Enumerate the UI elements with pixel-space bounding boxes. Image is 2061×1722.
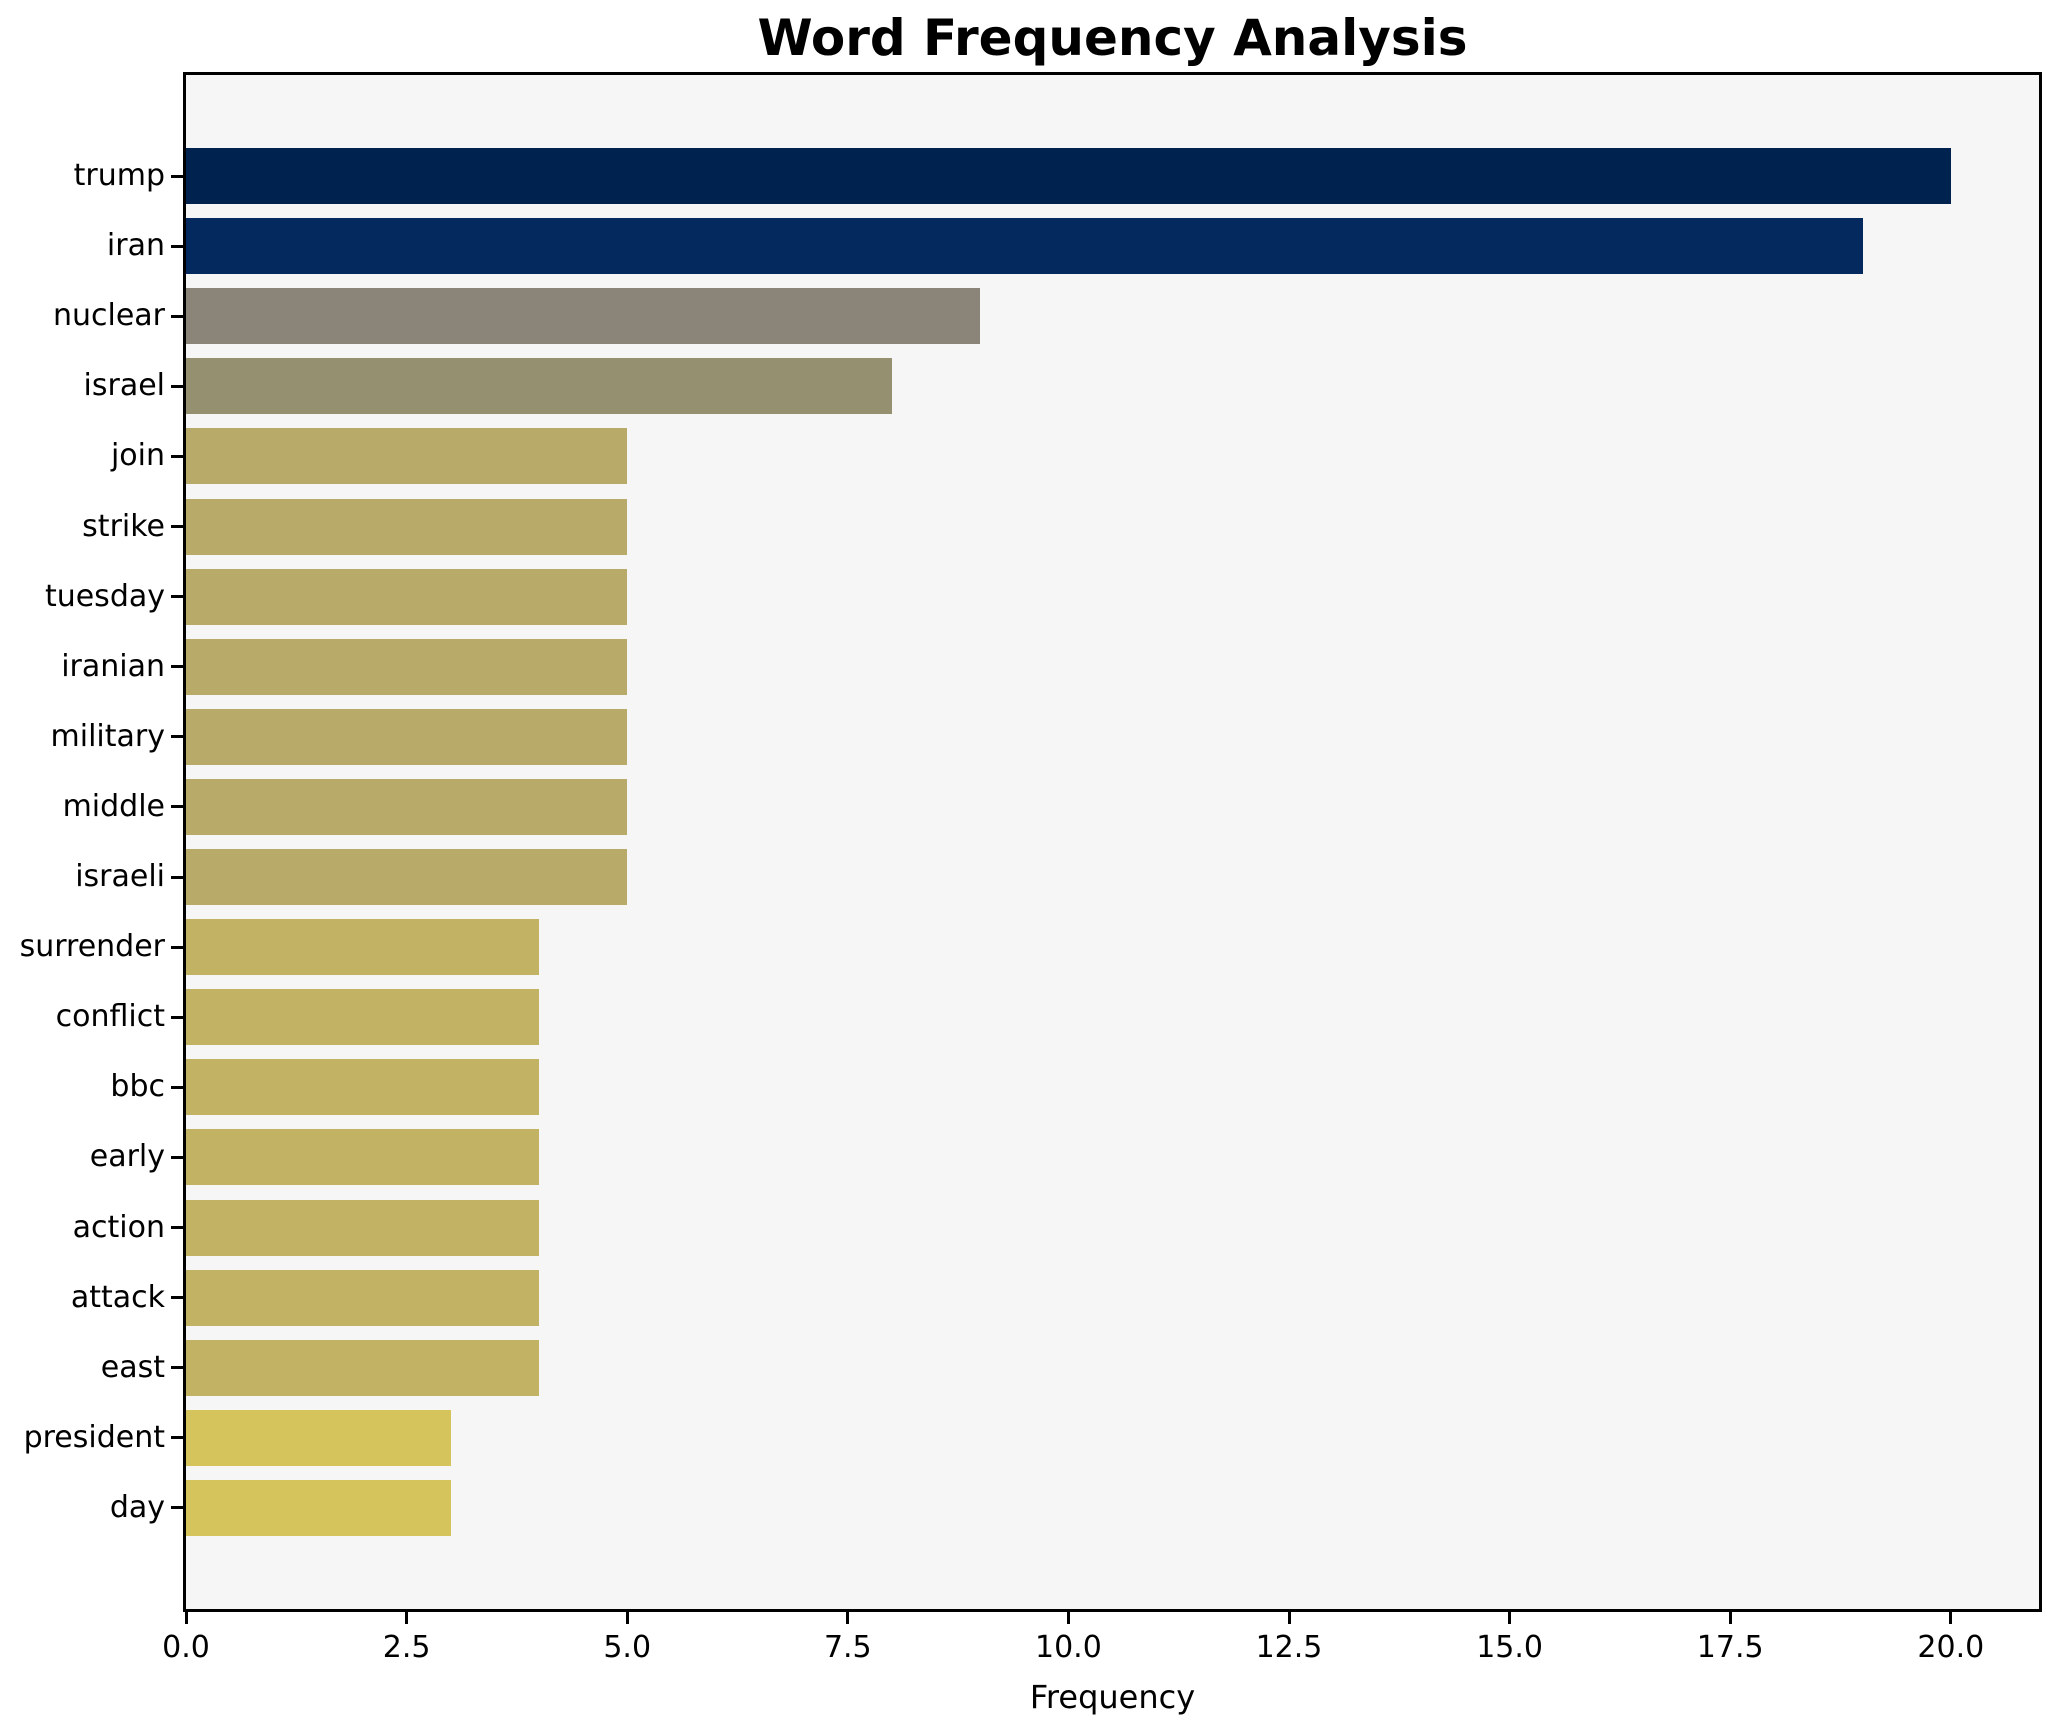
ytick-mark <box>171 1436 183 1440</box>
ytick-label-iranian: iranian <box>61 648 165 684</box>
xtick-mark <box>846 1612 850 1624</box>
bar-join <box>186 428 628 485</box>
ytick-label-middle: middle <box>62 788 165 824</box>
xtick-mark <box>184 1612 188 1624</box>
bar-east <box>186 1339 539 1396</box>
ytick-mark <box>171 384 183 388</box>
bar-surrender <box>186 919 539 976</box>
xtick-label-12.5: 12.5 <box>1255 1630 1323 1665</box>
xtick-label-17.5: 17.5 <box>1696 1630 1764 1665</box>
ytick-label-military: military <box>50 718 165 754</box>
xtick-mark <box>1066 1612 1070 1624</box>
ytick-mark <box>171 1226 183 1229</box>
bar-day <box>186 1479 451 1536</box>
ytick-mark <box>171 805 183 809</box>
ytick-label-israel: israel <box>83 368 165 404</box>
ytick-mark <box>171 525 183 528</box>
xtick-mark <box>625 1612 629 1624</box>
bar-trump <box>186 148 1951 204</box>
ytick-label-iran: iran <box>106 228 165 264</box>
bar-president <box>186 1409 451 1466</box>
xtick-label-2.5: 2.5 <box>382 1630 431 1665</box>
plot-area <box>183 72 2042 1612</box>
x-axis-label: Frequency <box>1029 1678 1196 1716</box>
ytick-label-bbc: bbc <box>110 1069 165 1105</box>
bar-israel <box>186 358 892 415</box>
xtick-label-0.0: 0.0 <box>162 1630 210 1665</box>
ytick-label-attack: attack <box>70 1279 165 1315</box>
ytick-label-day: day <box>109 1489 165 1525</box>
ytick-mark <box>171 875 183 879</box>
xtick-mark <box>1287 1612 1291 1624</box>
ytick-mark <box>171 735 183 739</box>
xtick-mark <box>1508 1612 1512 1624</box>
xtick-label-10.0: 10.0 <box>1034 1630 1102 1665</box>
ytick-mark <box>171 244 183 248</box>
bar-bbc <box>186 1059 539 1116</box>
ytick-mark <box>171 1015 183 1019</box>
bar-middle <box>186 778 628 835</box>
ytick-mark <box>171 1296 183 1300</box>
ytick-mark <box>171 1085 183 1089</box>
ytick-mark <box>171 945 183 949</box>
ytick-mark <box>171 174 183 178</box>
ytick-mark <box>171 665 183 669</box>
bar-conflict <box>186 989 539 1046</box>
bar-action <box>186 1199 539 1256</box>
xtick-mark <box>1949 1612 1953 1624</box>
ytick-mark <box>171 595 183 599</box>
xtick-label-15.0: 15.0 <box>1476 1630 1543 1665</box>
bar-iranian <box>186 638 628 695</box>
ytick-label-east: east <box>100 1349 165 1385</box>
ytick-label-nuclear: nuclear <box>52 298 165 334</box>
ytick-label-trump: trump <box>73 158 165 194</box>
xtick-label-20.0: 20.0 <box>1917 1630 1985 1665</box>
ytick-mark <box>171 1366 183 1370</box>
ytick-mark <box>171 314 183 318</box>
bar-iran <box>186 218 1863 275</box>
bars-container <box>186 75 2039 1609</box>
ytick-label-action: action <box>72 1209 165 1245</box>
bar-early <box>186 1129 539 1186</box>
ytick-mark <box>171 1506 183 1510</box>
bar-military <box>186 708 628 765</box>
bar-tuesday <box>186 568 628 625</box>
xtick-label-7.5: 7.5 <box>823 1630 872 1665</box>
chart-title: Word Frequency Analysis <box>757 9 1468 67</box>
ytick-label-surrender: surrender <box>19 929 165 965</box>
ytick-mark <box>171 1155 183 1159</box>
ytick-label-join: join <box>110 438 165 474</box>
xtick-mark <box>405 1612 409 1624</box>
ytick-label-israeli: israeli <box>75 859 165 894</box>
xtick-label-5.0: 5.0 <box>603 1630 652 1665</box>
ytick-label-strike: strike <box>82 508 165 544</box>
bar-strike <box>186 498 628 555</box>
bar-israeli <box>186 849 628 905</box>
ytick-label-president: president <box>23 1419 165 1455</box>
ytick-label-conflict: conflict <box>55 999 165 1035</box>
ytick-mark <box>171 454 183 458</box>
bar-nuclear <box>186 288 981 345</box>
bar-attack <box>186 1269 539 1326</box>
xtick-mark <box>1728 1612 1732 1624</box>
ytick-label-early: early <box>89 1139 165 1175</box>
ytick-label-tuesday: tuesday <box>44 578 165 614</box>
